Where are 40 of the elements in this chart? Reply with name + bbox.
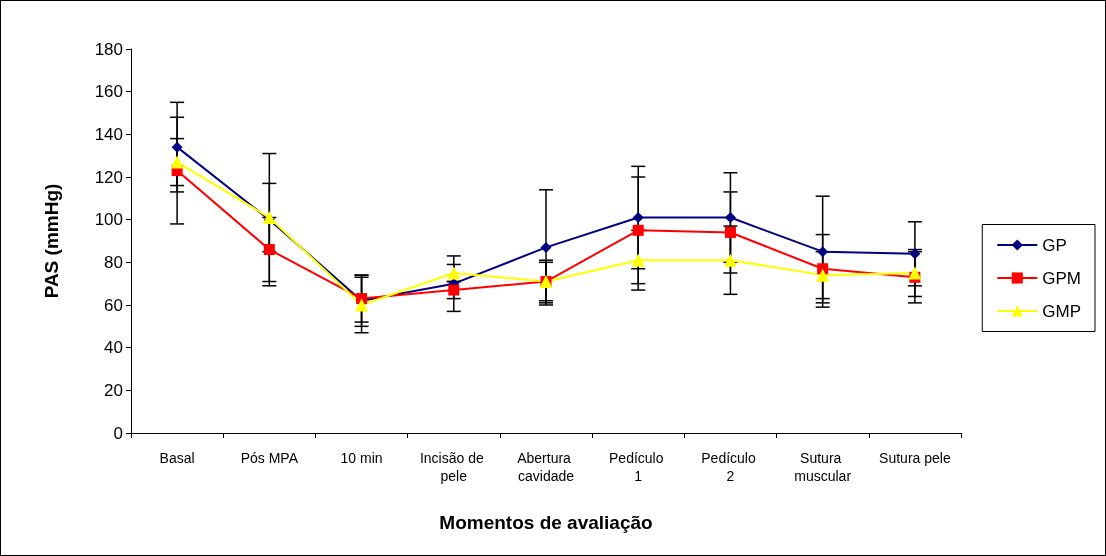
y-tick-label: 180: [94, 39, 123, 59]
point: [817, 246, 829, 258]
point: [723, 253, 737, 267]
point: [909, 248, 921, 260]
point: [631, 253, 645, 267]
x-tick-label: Incisão de pele: [419, 450, 488, 484]
point: [263, 244, 275, 256]
x-tick-label: Sutura pele: [879, 450, 951, 466]
y-tick-label: 60: [104, 295, 123, 315]
y-tick-label: 120: [94, 167, 123, 187]
point: [170, 155, 184, 169]
point: [816, 268, 830, 282]
y-tick-label: 80: [104, 252, 123, 272]
point: [171, 141, 183, 153]
point: [724, 226, 736, 238]
point: [908, 266, 922, 280]
y-tick-label: 100: [94, 210, 123, 230]
x-axis-title: Momentos de avaliação: [439, 512, 653, 533]
x-tick-label: Pedículo 1: [609, 450, 668, 484]
legend-label: GP: [1042, 235, 1067, 255]
point: [724, 212, 736, 224]
point: [355, 298, 369, 312]
x-tick-label: Sutura muscular: [794, 450, 852, 484]
y-tick-label: 20: [104, 380, 123, 400]
legend-label: GPM: [1042, 268, 1082, 288]
x-tick-label: Basal: [159, 450, 195, 466]
y-tick-label: 160: [94, 82, 123, 102]
y-tick-label: 40: [104, 338, 123, 358]
legend-label: GMP: [1042, 301, 1082, 321]
x-tick-label: Pós MPA: [240, 450, 299, 466]
x-tick-label: Abertura cavidade: [517, 450, 575, 484]
x-tick-label: 10 min: [340, 450, 383, 466]
y-axis-title: PAS (mmHg): [41, 183, 62, 299]
y-tick-label: 0: [113, 423, 123, 443]
x-tick-label: Pedículo 2: [701, 450, 760, 484]
point: [632, 212, 644, 224]
y-tick-label: 140: [94, 124, 123, 144]
point: [632, 224, 644, 236]
point: [540, 241, 552, 253]
point: [448, 284, 460, 296]
